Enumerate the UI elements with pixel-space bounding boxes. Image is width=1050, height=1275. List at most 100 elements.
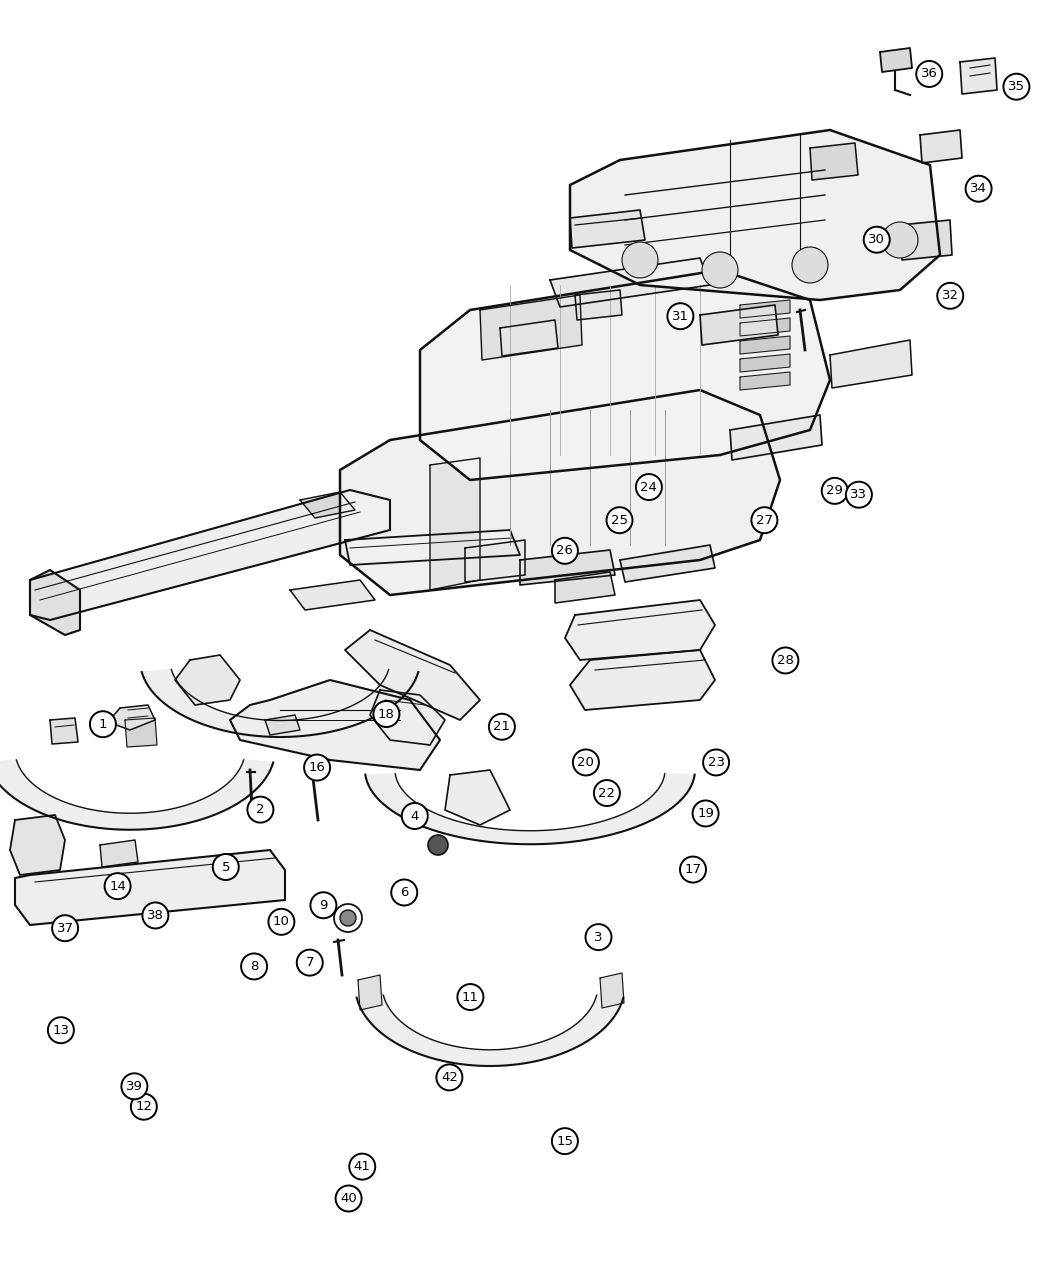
Polygon shape: [550, 258, 710, 307]
Polygon shape: [880, 48, 912, 71]
Polygon shape: [570, 650, 715, 710]
Text: 31: 31: [672, 310, 689, 323]
Polygon shape: [370, 690, 445, 745]
Circle shape: [882, 222, 918, 258]
Polygon shape: [480, 295, 582, 360]
Circle shape: [1004, 74, 1029, 99]
Circle shape: [573, 750, 598, 775]
Text: 25: 25: [611, 514, 628, 527]
Polygon shape: [575, 289, 622, 320]
Text: 18: 18: [378, 708, 395, 720]
Text: 8: 8: [250, 960, 258, 973]
Circle shape: [680, 857, 706, 882]
Polygon shape: [50, 718, 78, 745]
Text: 12: 12: [135, 1100, 152, 1113]
Polygon shape: [960, 57, 998, 94]
Polygon shape: [300, 492, 355, 518]
Polygon shape: [570, 210, 645, 249]
Polygon shape: [740, 337, 790, 354]
Circle shape: [311, 892, 336, 918]
Polygon shape: [740, 300, 790, 317]
Circle shape: [336, 1186, 361, 1211]
Circle shape: [48, 1017, 74, 1043]
Text: 35: 35: [1008, 80, 1025, 93]
Polygon shape: [100, 840, 138, 867]
Text: 7: 7: [306, 956, 314, 969]
Circle shape: [586, 924, 611, 950]
Text: 40: 40: [340, 1192, 357, 1205]
Polygon shape: [740, 354, 790, 372]
Polygon shape: [365, 774, 695, 844]
Circle shape: [668, 303, 693, 329]
Text: 24: 24: [640, 481, 657, 493]
Circle shape: [822, 478, 847, 504]
Polygon shape: [175, 655, 240, 705]
Circle shape: [437, 1065, 462, 1090]
Circle shape: [702, 252, 738, 288]
Circle shape: [594, 780, 620, 806]
Circle shape: [846, 482, 872, 507]
Polygon shape: [565, 601, 715, 660]
Text: 11: 11: [462, 991, 479, 1003]
Circle shape: [131, 1094, 156, 1119]
Text: 39: 39: [126, 1080, 143, 1093]
Circle shape: [917, 61, 942, 87]
Circle shape: [248, 797, 273, 822]
Circle shape: [143, 903, 168, 928]
Text: 15: 15: [556, 1135, 573, 1148]
Text: 42: 42: [441, 1071, 458, 1084]
Polygon shape: [358, 975, 382, 1010]
Polygon shape: [465, 541, 525, 581]
Text: 33: 33: [850, 488, 867, 501]
Text: 22: 22: [598, 787, 615, 799]
Text: 17: 17: [685, 863, 701, 876]
Text: 32: 32: [942, 289, 959, 302]
Polygon shape: [30, 490, 390, 620]
Polygon shape: [740, 317, 790, 337]
Polygon shape: [0, 760, 273, 830]
Circle shape: [489, 714, 514, 740]
Text: 13: 13: [52, 1024, 69, 1037]
Polygon shape: [230, 680, 440, 770]
Circle shape: [392, 880, 417, 905]
Polygon shape: [920, 130, 962, 163]
Text: 5: 5: [222, 861, 230, 873]
Text: 10: 10: [273, 915, 290, 928]
Circle shape: [297, 950, 322, 975]
Circle shape: [752, 507, 777, 533]
Circle shape: [52, 915, 78, 941]
Text: 16: 16: [309, 761, 326, 774]
Text: 2: 2: [256, 803, 265, 816]
Polygon shape: [142, 669, 418, 737]
Polygon shape: [900, 221, 952, 260]
Circle shape: [242, 954, 267, 979]
Circle shape: [428, 835, 448, 856]
Text: 34: 34: [970, 182, 987, 195]
Polygon shape: [730, 414, 822, 460]
Circle shape: [213, 854, 238, 880]
Circle shape: [693, 801, 718, 826]
Text: 21: 21: [494, 720, 510, 733]
Circle shape: [90, 711, 116, 737]
Text: 19: 19: [697, 807, 714, 820]
Circle shape: [938, 283, 963, 309]
Polygon shape: [445, 770, 510, 825]
Text: 20: 20: [578, 756, 594, 769]
Text: 14: 14: [109, 880, 126, 892]
Polygon shape: [810, 143, 858, 180]
Text: 28: 28: [777, 654, 794, 667]
Polygon shape: [290, 580, 375, 609]
Polygon shape: [740, 372, 790, 390]
Circle shape: [552, 1128, 578, 1154]
Polygon shape: [420, 270, 830, 479]
Text: 27: 27: [756, 514, 773, 527]
Polygon shape: [430, 458, 480, 590]
Polygon shape: [570, 130, 940, 300]
Text: 23: 23: [708, 756, 724, 769]
Circle shape: [607, 507, 632, 533]
Circle shape: [105, 873, 130, 899]
Polygon shape: [10, 815, 65, 875]
Polygon shape: [620, 544, 715, 581]
Text: 37: 37: [57, 922, 74, 935]
Circle shape: [402, 803, 427, 829]
